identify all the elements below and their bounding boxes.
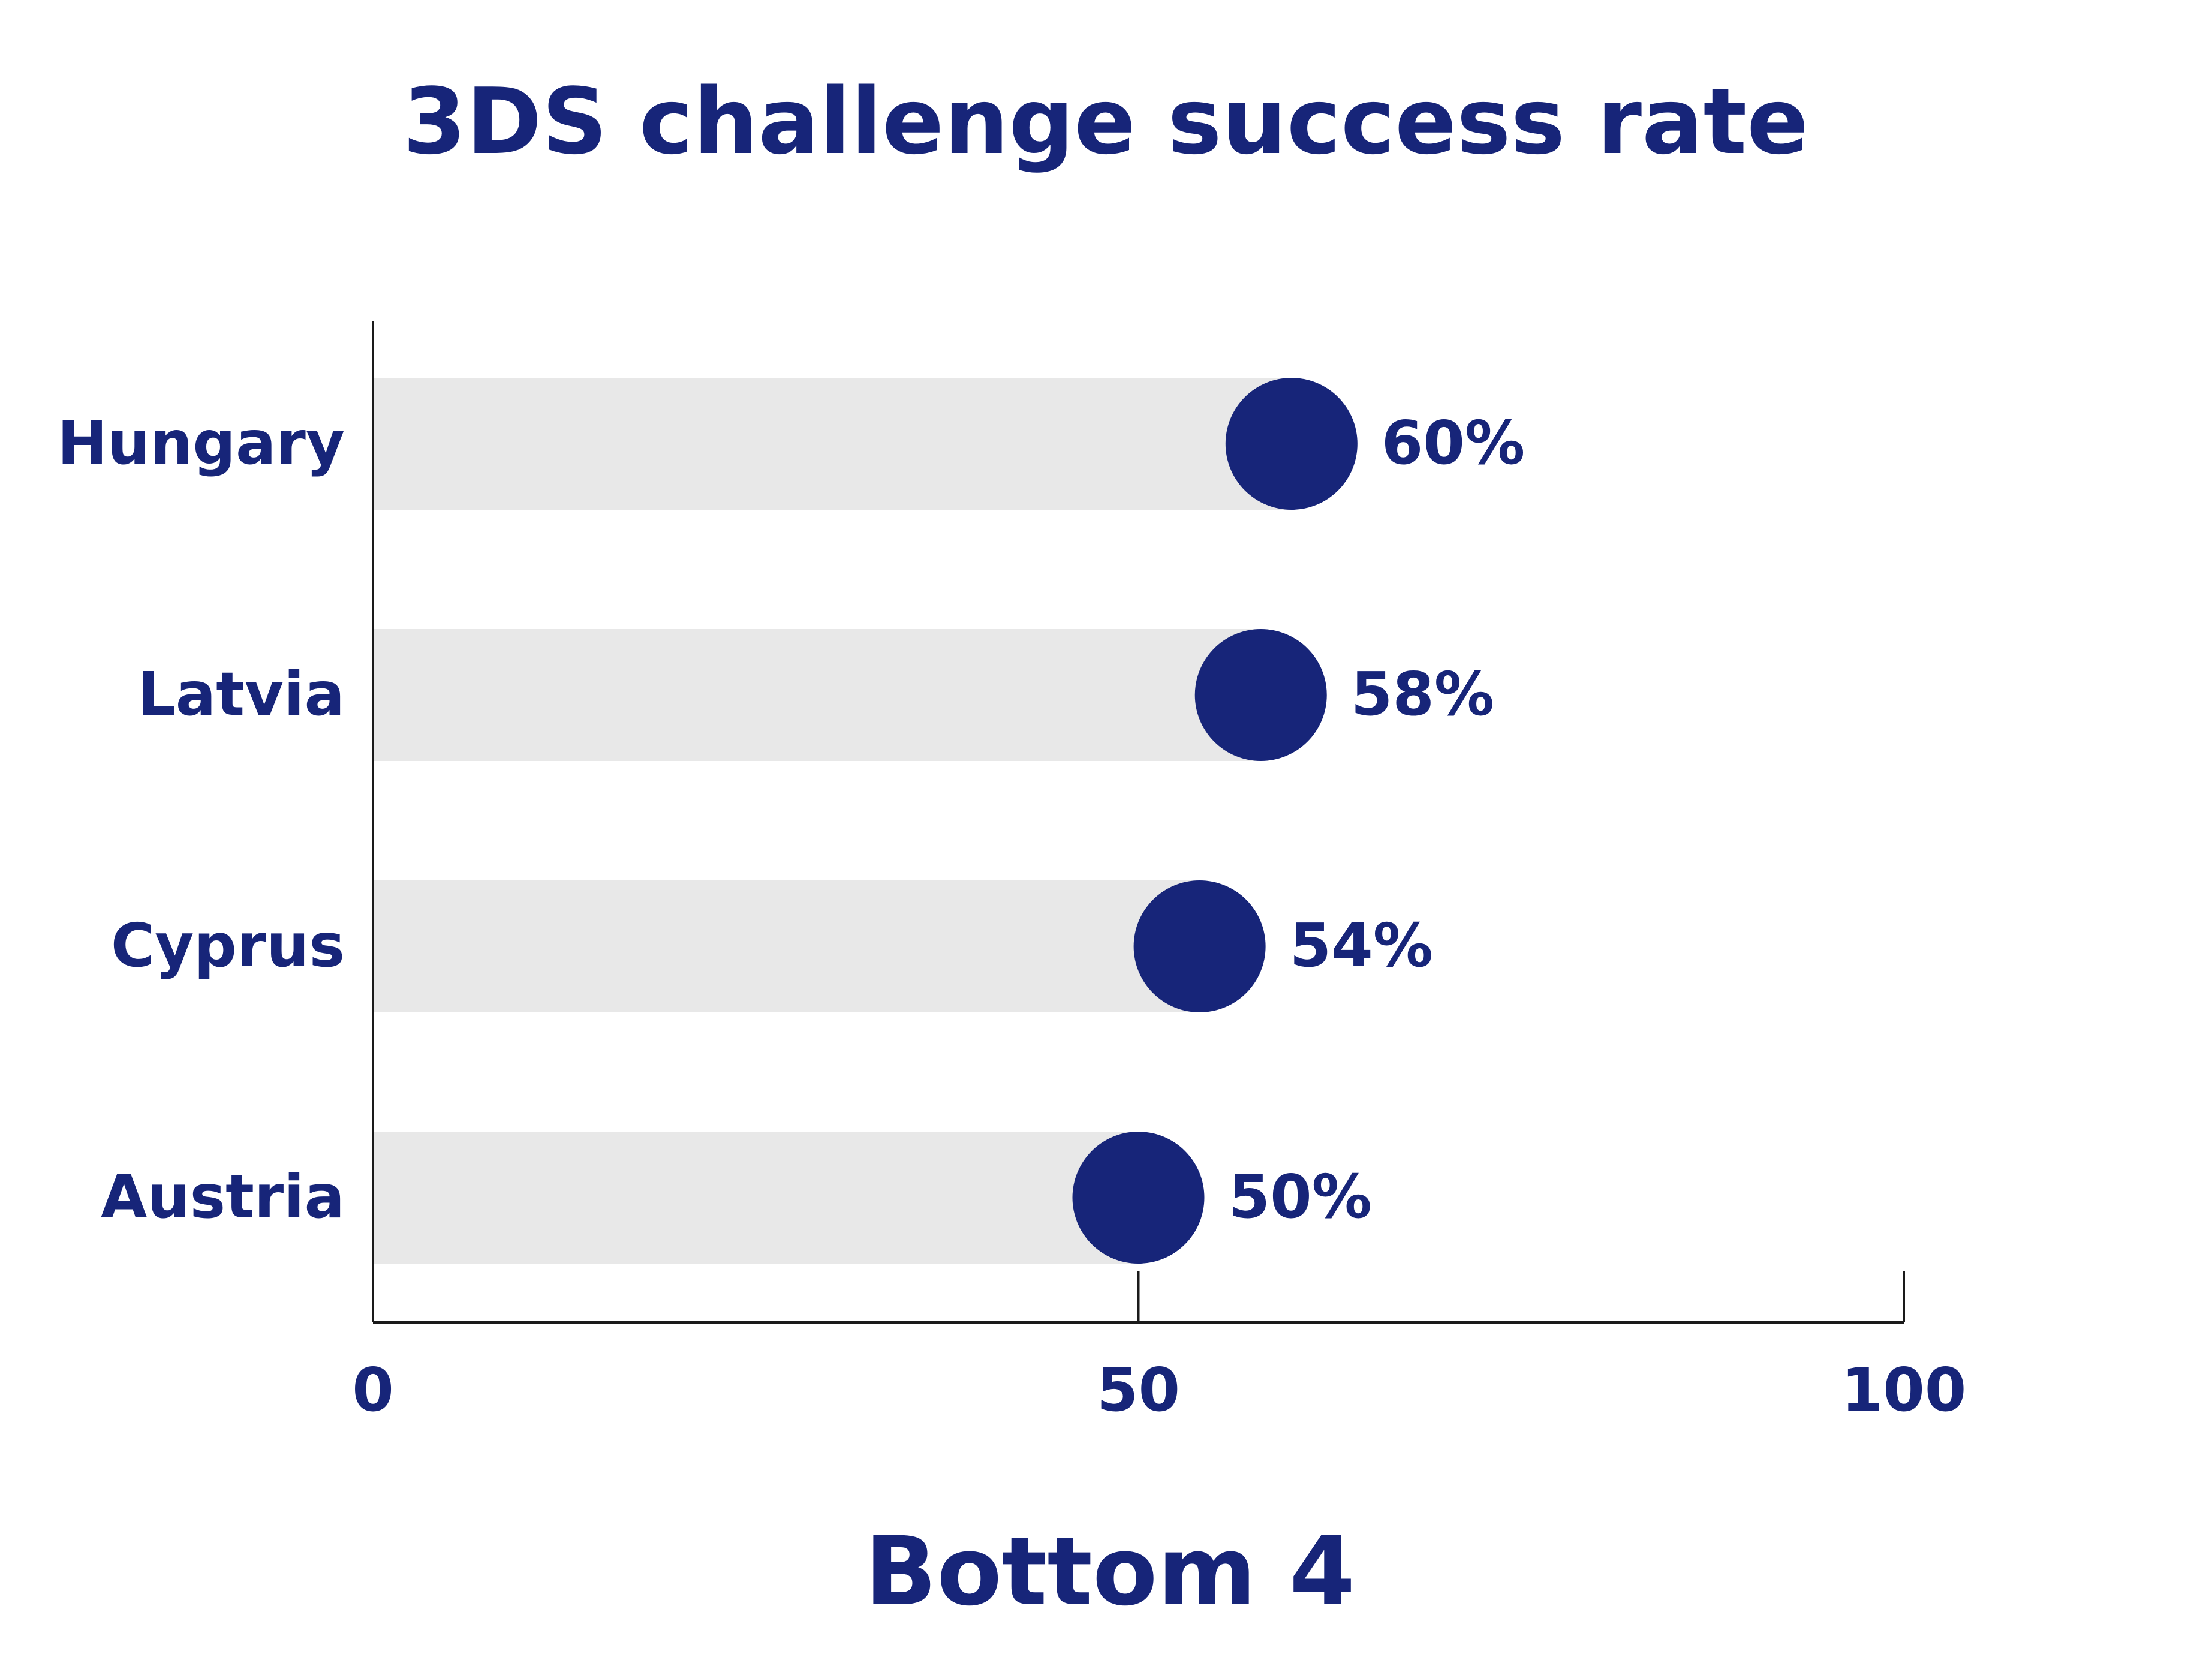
category-labels: Hungary Latvia Cyprus Austria xyxy=(57,408,345,1232)
marker-latvia xyxy=(1194,629,1327,761)
bar-track-cyprus xyxy=(373,880,1200,1012)
markers xyxy=(1072,378,1358,1264)
bar-track-hungary xyxy=(373,378,1292,510)
category-label-hungary: Hungary xyxy=(57,408,345,478)
chart-title: 3DS challenge success rate xyxy=(403,68,1809,175)
bar-tracks xyxy=(373,378,1292,1264)
value-label-austria: 50% xyxy=(1229,1162,1372,1232)
value-label-latvia: 58% xyxy=(1351,659,1494,729)
bar-track-latvia xyxy=(373,629,1261,761)
x-tick-label-100: 100 xyxy=(1841,1355,1967,1425)
category-label-cyprus: Cyprus xyxy=(111,910,345,981)
value-labels: 60% 58% 54% 50% xyxy=(1229,408,1525,1232)
chart-caption: Bottom 4 xyxy=(865,1517,1355,1627)
x-tick-label-50: 50 xyxy=(1097,1355,1180,1425)
marker-austria xyxy=(1072,1132,1205,1264)
x-ticks: 0 50 100 xyxy=(352,1271,1966,1425)
marker-cyprus xyxy=(1133,880,1266,1012)
bar-track-austria xyxy=(373,1132,1139,1264)
value-label-hungary: 60% xyxy=(1382,408,1525,478)
category-label-austria: Austria xyxy=(101,1162,345,1232)
category-label-latvia: Latvia xyxy=(137,659,345,729)
x-tick-label-0: 0 xyxy=(352,1355,394,1425)
marker-hungary xyxy=(1225,378,1358,510)
value-label-cyprus: 54% xyxy=(1290,910,1433,981)
